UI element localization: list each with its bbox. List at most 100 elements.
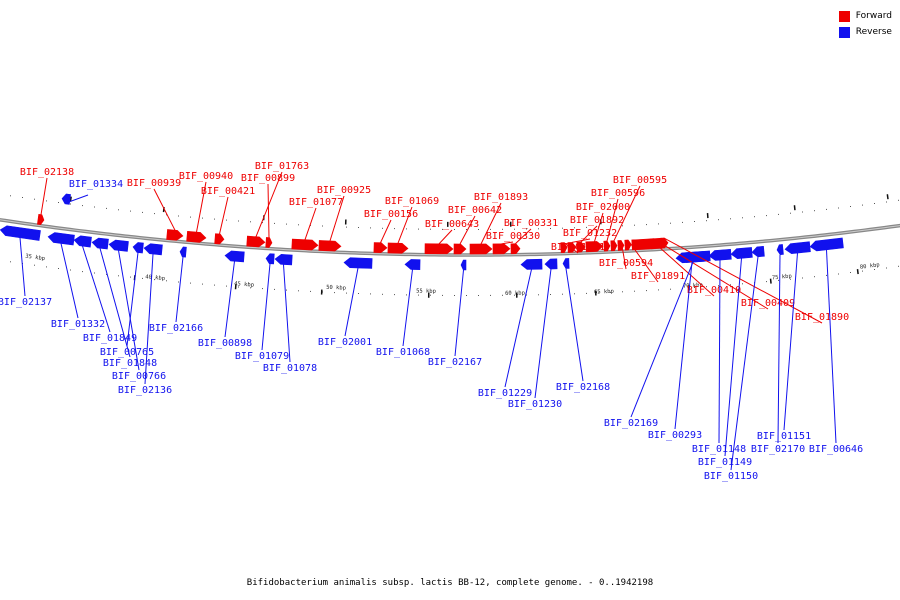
reverse-swatch xyxy=(838,26,850,38)
reverse-gene-leader xyxy=(344,267,359,337)
dot-above xyxy=(286,223,287,225)
dot-below xyxy=(658,289,659,291)
tick-mark xyxy=(769,278,772,284)
tick-mark xyxy=(515,292,518,298)
reverse-gene-label: BIF_01079 xyxy=(235,351,289,362)
dot-above xyxy=(10,195,11,197)
dot-above xyxy=(538,228,539,230)
forward-gene-leader xyxy=(571,238,591,243)
dot-above xyxy=(190,216,191,218)
forward-gene-leader xyxy=(653,238,769,310)
forward-gene-leader xyxy=(304,207,317,240)
dot-below xyxy=(778,279,779,281)
tick-mark xyxy=(427,292,430,298)
forward-gene-arrow xyxy=(492,243,511,255)
scale-label: 65 kbp xyxy=(594,289,614,296)
dot-above xyxy=(298,224,299,226)
dot-below xyxy=(850,272,851,273)
dot-below xyxy=(718,285,719,287)
dot-above xyxy=(550,228,551,229)
forward-gene-leader xyxy=(515,228,532,245)
forward-gene-label: BIF_00643 xyxy=(425,219,479,230)
dot-below xyxy=(10,261,11,263)
dot-below xyxy=(514,294,515,296)
forward-gene-leader xyxy=(267,183,270,238)
forward-gene-label: BIF_01891 xyxy=(631,271,685,282)
dot-below xyxy=(886,267,887,269)
legend-label-forward: Forward xyxy=(855,11,892,21)
reverse-gene-arrow xyxy=(132,242,144,254)
dot-below xyxy=(250,287,251,289)
dot-above xyxy=(118,209,119,211)
forward-gene-label: BIF_01069 xyxy=(385,196,439,207)
reverse-gene-leader xyxy=(504,269,532,388)
reverse-gene-arrow xyxy=(809,237,844,252)
reverse-gene-label: BIF_01150 xyxy=(704,471,758,482)
dot-below xyxy=(82,271,83,273)
reverse-gene-arrow xyxy=(520,258,543,270)
dot-below xyxy=(898,265,899,267)
tick-mark xyxy=(320,289,323,295)
dot-below xyxy=(370,293,371,295)
reverse-gene-label: BIF_01849 xyxy=(83,333,137,344)
dot-above xyxy=(850,206,851,207)
reverse-gene-arrow xyxy=(179,246,187,258)
forward-gene-label: BIF_01763 xyxy=(255,161,309,172)
dot-below xyxy=(646,290,647,292)
tick-mark xyxy=(594,290,597,296)
dot-above xyxy=(262,222,263,224)
reverse-gene-leader xyxy=(402,269,413,347)
forward-gene-label: BIF_00939 xyxy=(127,178,181,189)
dot-above xyxy=(646,224,647,226)
dot-above xyxy=(574,227,575,229)
dot-below xyxy=(478,295,479,296)
reverse-gene-arrow xyxy=(0,225,41,241)
reverse-gene-arrow xyxy=(274,254,293,266)
forward-gene-arrow xyxy=(246,235,266,248)
dot-above xyxy=(862,204,863,206)
dot-above xyxy=(706,220,707,222)
dot-below xyxy=(430,294,431,296)
reverse-gene-leader xyxy=(826,249,837,444)
dot-above xyxy=(82,205,83,207)
reverse-gene-label: BIF_01230 xyxy=(508,399,562,410)
forward-gene-arrow xyxy=(186,230,207,243)
dot-above xyxy=(790,212,791,214)
tick-mark xyxy=(344,219,347,225)
dot-below xyxy=(706,286,707,288)
reverse-gene-label: BIF_00765 xyxy=(100,347,154,358)
reverse-gene-arrow xyxy=(460,259,467,271)
dot-below xyxy=(634,290,635,292)
reverse-gene-leader xyxy=(718,260,721,444)
scale-label: 55 kbp xyxy=(416,289,436,295)
dot-above xyxy=(238,220,239,222)
dot-below xyxy=(334,292,335,294)
dot-above xyxy=(490,228,491,230)
dot-above xyxy=(898,199,899,201)
scale-label: 45 kbp xyxy=(234,281,254,288)
reverse-gene-label: BIF_02168 xyxy=(556,382,610,393)
dot-above xyxy=(430,228,431,230)
dot-below xyxy=(358,293,359,294)
reverse-gene-arrow xyxy=(776,244,784,256)
forward-gene-leader xyxy=(255,171,283,237)
reverse-gene-leader xyxy=(126,252,139,347)
reverse-gene-label: BIF_01334 xyxy=(69,179,123,190)
dot-above xyxy=(694,221,695,222)
reverse-gene-leader xyxy=(454,269,464,357)
forward-gene-arrow xyxy=(659,237,669,249)
forward-gene-arrow xyxy=(214,233,225,245)
dot-below xyxy=(526,294,527,296)
forward-gene-leader xyxy=(196,181,207,233)
reverse-gene-leader xyxy=(224,261,235,338)
forward-gene-label: BIF_00596 xyxy=(591,188,645,199)
reverse-gene-label: BIF_01229 xyxy=(478,388,532,399)
dot-below xyxy=(802,277,803,279)
forward-gene-leader xyxy=(153,188,176,231)
dot-below xyxy=(394,294,395,296)
reverse-gene-leader xyxy=(118,250,140,371)
reverse-gene-leader xyxy=(565,268,584,382)
dot-above xyxy=(754,216,755,218)
reverse-gene-label: BIF_02001 xyxy=(318,337,372,348)
